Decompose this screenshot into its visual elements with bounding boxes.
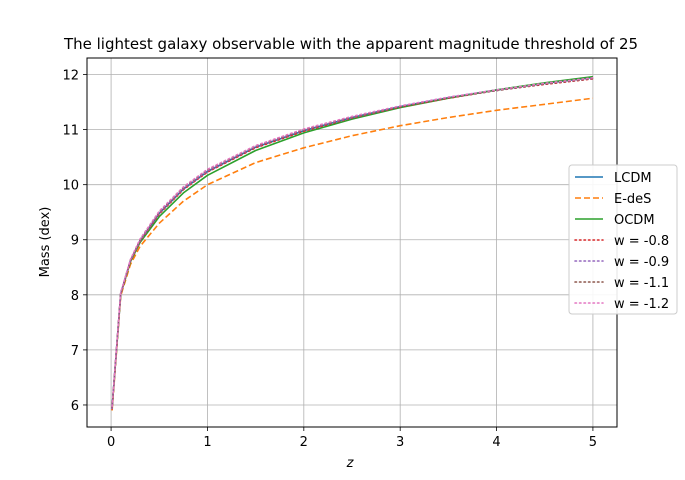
y-axis-label: Mass (dex) xyxy=(38,207,53,278)
legend-label: E-deS xyxy=(614,192,651,207)
x-axis-label: z xyxy=(346,456,355,471)
legend-label: w = -0.8 xyxy=(614,234,669,249)
legend-label: w = -1.2 xyxy=(614,297,669,312)
x-tick-label: 2 xyxy=(300,435,308,450)
x-tick-label: 0 xyxy=(107,435,115,450)
x-tick-label: 4 xyxy=(492,435,500,450)
y-tick-label: 7 xyxy=(71,344,79,359)
x-tick-label: 3 xyxy=(396,435,404,450)
y-tick-label: 10 xyxy=(62,179,79,194)
legend-label: w = -0.9 xyxy=(614,255,669,270)
y-tick-label: 12 xyxy=(62,69,79,84)
series-line-7 xyxy=(111,77,594,408)
series-line-4 xyxy=(111,78,594,410)
series-line-6 xyxy=(111,77,594,409)
legend-label: w = -1.1 xyxy=(614,276,669,291)
series-line-3 xyxy=(111,75,594,408)
chart-title: The lightest galaxy observable with the … xyxy=(63,35,638,53)
x-tick-label: 1 xyxy=(203,435,211,450)
plot-frame xyxy=(86,57,618,428)
y-tick-label: 9 xyxy=(71,234,79,249)
y-tick-label: 11 xyxy=(62,124,79,139)
legend: LCDM E-deS OCDM w = -0.8 w = -0.9 w = -1.1 w =… xyxy=(568,164,678,315)
y-tick-label: 6 xyxy=(71,399,79,414)
series-line-2 xyxy=(111,97,594,411)
legend-label: LCDM xyxy=(614,171,652,186)
y-tick-label: 8 xyxy=(71,289,79,304)
x-tick-label: 5 xyxy=(589,435,597,450)
series-line-5 xyxy=(111,77,594,410)
legend-label: OCDM xyxy=(614,213,655,228)
series-line-1 xyxy=(111,76,593,408)
series-lines xyxy=(111,75,594,411)
legend-box xyxy=(568,164,678,315)
grid xyxy=(87,58,617,427)
